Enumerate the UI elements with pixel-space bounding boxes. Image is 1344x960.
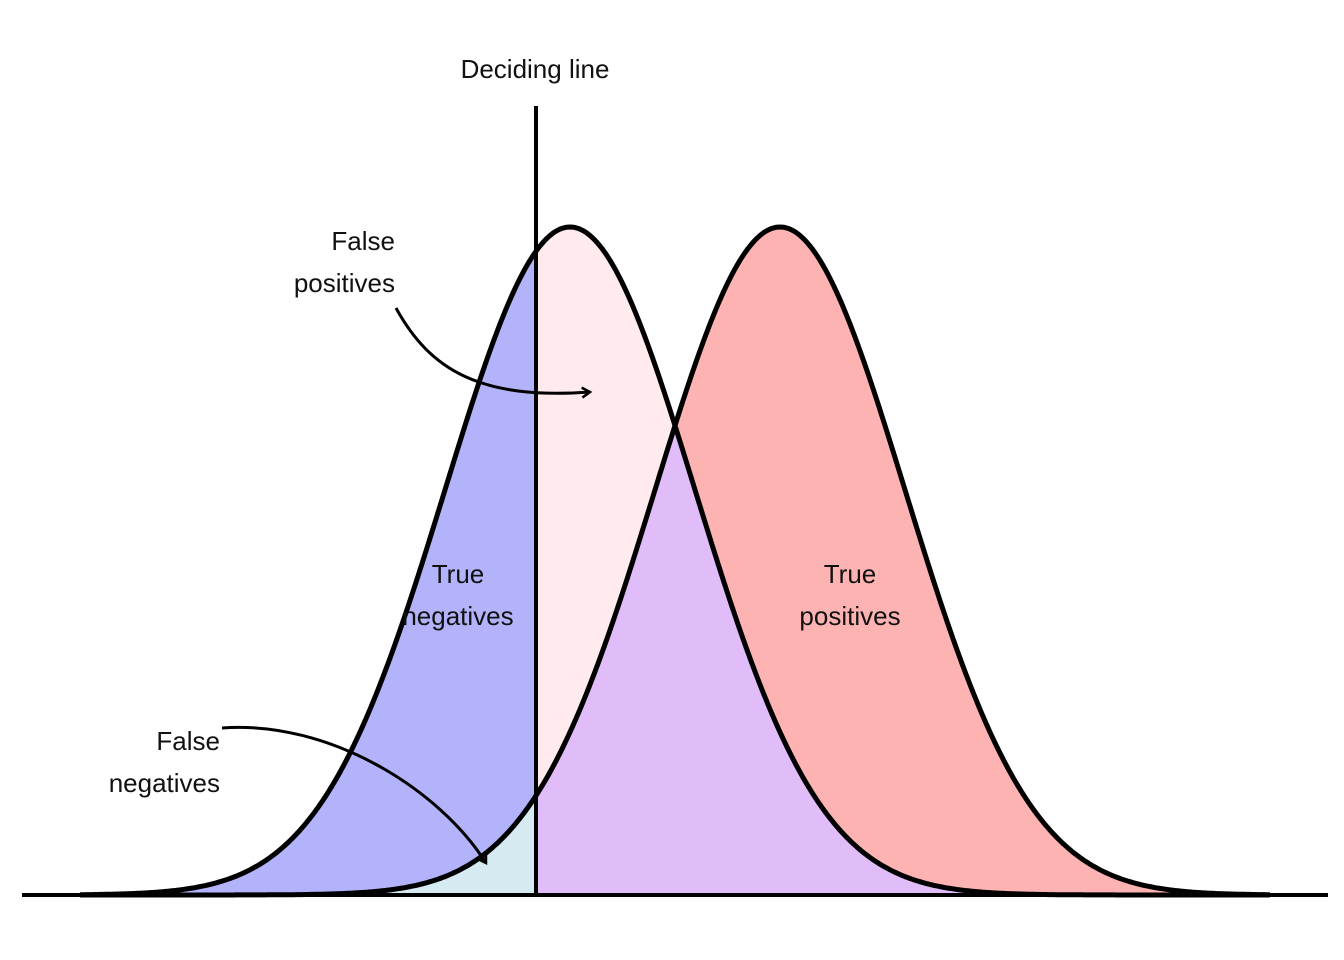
true-negatives-region (80, 251, 536, 895)
false-positives-arrow (394, 307, 590, 393)
true-negatives-label: True negatives (402, 559, 514, 631)
overlap-region (536, 428, 1270, 895)
true-positives-label: True positives (799, 559, 901, 631)
false-positives-label: False positives (293, 226, 395, 298)
false-negatives-label: False negatives (108, 726, 220, 798)
deciding-line-label: Deciding line (460, 54, 610, 84)
false-negatives-arrow (221, 725, 488, 863)
false-negatives-region (80, 795, 536, 895)
